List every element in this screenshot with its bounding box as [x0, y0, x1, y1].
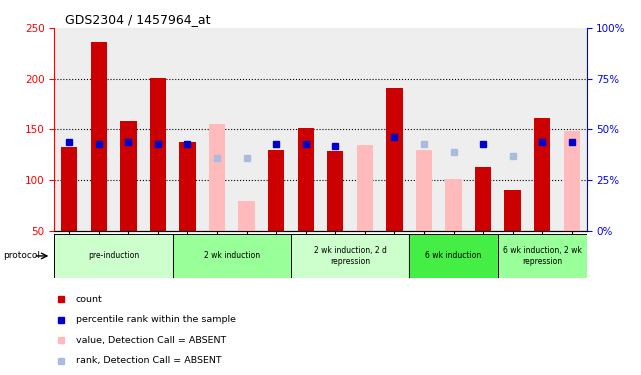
Bar — [90, 42, 107, 231]
Bar — [534, 118, 551, 231]
Text: rank, Detection Call = ABSENT: rank, Detection Call = ABSENT — [76, 356, 221, 365]
Bar — [172, 28, 203, 231]
Bar — [504, 190, 520, 231]
Bar — [54, 28, 84, 231]
Text: value, Detection Call = ABSENT: value, Detection Call = ABSENT — [76, 336, 226, 345]
Bar — [143, 28, 172, 231]
Bar — [291, 234, 409, 278]
Bar — [232, 28, 262, 231]
Bar — [563, 131, 580, 231]
Bar — [268, 150, 285, 231]
Bar — [238, 201, 254, 231]
Bar — [209, 124, 225, 231]
Bar — [150, 78, 166, 231]
Bar — [379, 28, 409, 231]
Text: GDS2304 / 1457964_at: GDS2304 / 1457964_at — [65, 13, 211, 26]
Bar — [320, 28, 350, 231]
Bar — [438, 28, 469, 231]
Bar — [179, 141, 196, 231]
Text: pre-induction: pre-induction — [88, 251, 139, 260]
Bar — [387, 88, 403, 231]
Bar — [350, 28, 379, 231]
Text: count: count — [76, 295, 103, 304]
Bar — [61, 147, 78, 231]
Bar — [469, 28, 498, 231]
Text: percentile rank within the sample: percentile rank within the sample — [76, 315, 236, 324]
Bar — [297, 128, 314, 231]
Bar — [203, 28, 232, 231]
Bar — [327, 151, 344, 231]
Bar — [54, 234, 172, 278]
Bar — [475, 167, 491, 231]
Bar — [445, 179, 462, 231]
Bar — [172, 234, 291, 278]
Text: 6 wk induction: 6 wk induction — [426, 251, 481, 260]
Bar — [356, 145, 373, 231]
Bar — [528, 28, 557, 231]
Bar — [557, 28, 587, 231]
Bar — [409, 234, 498, 278]
Bar — [498, 28, 528, 231]
Bar — [291, 28, 320, 231]
Bar — [121, 121, 137, 231]
Text: 6 wk induction, 2 wk
repression: 6 wk induction, 2 wk repression — [503, 246, 581, 266]
Bar — [113, 28, 143, 231]
Bar — [262, 28, 291, 231]
Bar — [498, 234, 587, 278]
Text: protocol: protocol — [3, 251, 40, 260]
Bar — [84, 28, 113, 231]
Bar — [416, 150, 432, 231]
Text: 2 wk induction: 2 wk induction — [204, 251, 260, 260]
Bar — [409, 28, 438, 231]
Text: 2 wk induction, 2 d
repression: 2 wk induction, 2 d repression — [313, 246, 387, 266]
Bar — [356, 150, 373, 231]
